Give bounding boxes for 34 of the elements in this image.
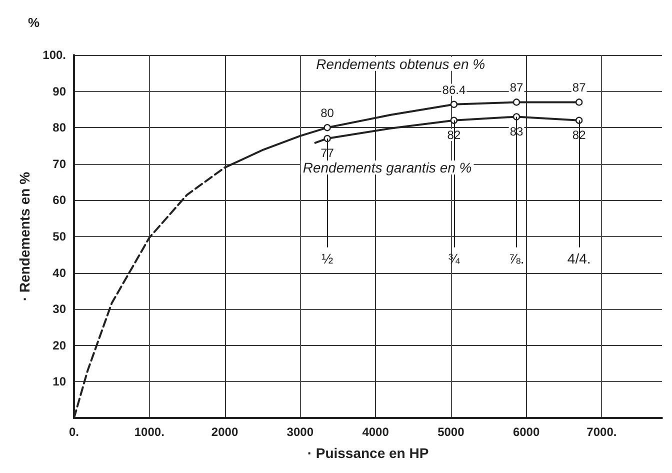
x-tick-label: 0.	[68, 425, 80, 439]
y-axis-title: · Rendements en %	[16, 171, 33, 302]
annotation: 4/4.	[567, 250, 591, 266]
point	[575, 98, 583, 106]
y-tick-label: 70	[52, 156, 66, 171]
y-tick-label: 90	[52, 84, 66, 98]
x-tick-label: 7000.	[586, 425, 617, 439]
x-tick-label: 1000.	[134, 425, 164, 439]
x-tick-label: 6000	[512, 425, 540, 439]
y-tick-label: 80	[52, 120, 66, 135]
y-tick-label: 20	[52, 338, 66, 352]
data-label: 87	[510, 80, 524, 95]
data-label: 86.4	[442, 82, 466, 97]
y-tick-label: 60	[52, 193, 66, 208]
data-label: 80	[320, 106, 334, 120]
y-tick-label: 50	[52, 230, 66, 244]
series-label: Rendements garantis en %	[302, 159, 472, 176]
x-tick-label: 2000	[211, 425, 238, 439]
data-label: 87	[572, 80, 586, 95]
y-tick-label: 10	[52, 374, 66, 389]
point	[450, 100, 458, 108]
y-tick-label: 30	[52, 302, 66, 316]
x-tick-label: 5000	[438, 425, 465, 439]
text: Rendements obtenus en %	[316, 56, 486, 72]
text: %	[28, 15, 40, 30]
y-tick-label: 40	[52, 266, 66, 280]
point	[324, 124, 331, 132]
x-axis-title: · Puissance en HP	[307, 445, 429, 461]
annotation: ⅞.	[508, 250, 524, 266]
annotation: ½	[321, 250, 334, 266]
x-tick-label: 4000	[362, 425, 390, 439]
point	[512, 98, 520, 106]
x-tick-label: 3000	[286, 425, 314, 439]
y-tick-label: 100.	[42, 48, 66, 62]
